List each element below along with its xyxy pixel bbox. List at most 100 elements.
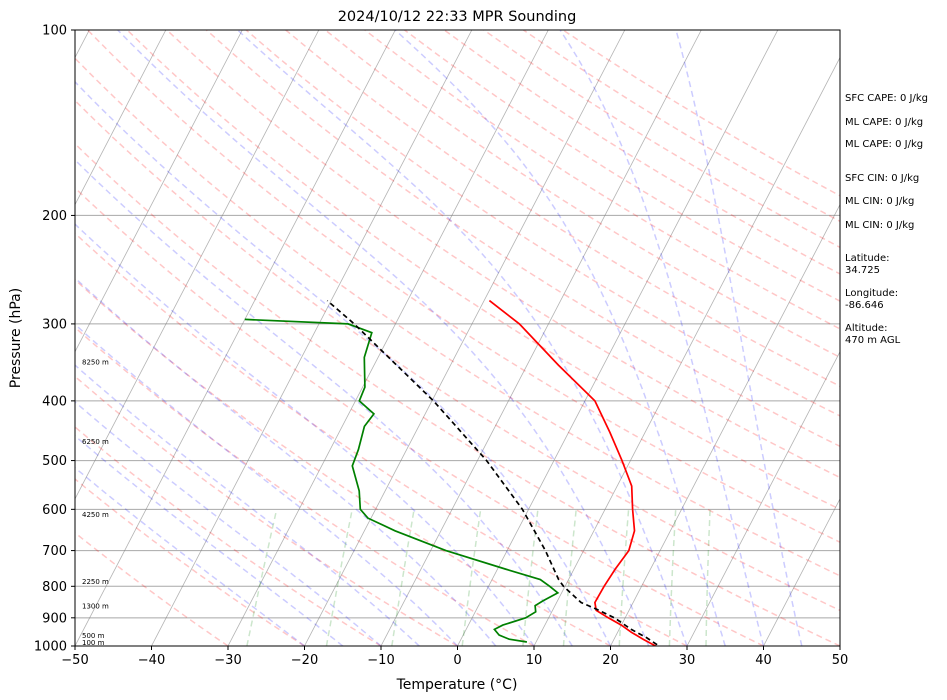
dry-adiabat <box>245 30 840 417</box>
x-axis-label: Temperature (°C) <box>396 677 518 693</box>
dry-adiabat <box>75 375 458 646</box>
isotherm <box>533 56 840 646</box>
moist-adiabat <box>75 323 459 646</box>
mixing-ratio-line <box>668 509 677 646</box>
background-lines <box>75 30 840 646</box>
mixing-ratio-line <box>325 509 353 646</box>
height-label: 4250 m <box>82 511 109 519</box>
dry-adiabat <box>75 531 229 646</box>
y-tick-label: 100 <box>42 24 67 39</box>
x-axis-ticks: −50 −40 −30 −20 −10 0 10 20 30 40 50 <box>61 646 848 668</box>
mixing-ratio-line <box>705 509 711 646</box>
profile-lines <box>244 299 658 646</box>
dry-adiabat <box>364 30 840 330</box>
y-tick-label: 600 <box>42 503 67 518</box>
x-tick-label: 40 <box>755 653 772 668</box>
height-label: 100 m <box>82 639 105 647</box>
isotherm <box>75 30 320 500</box>
moist-adiabat <box>75 276 497 646</box>
height-label: 6250 m <box>82 438 109 446</box>
longitude-text: Longitude: -86.646 <box>845 288 899 311</box>
dry-adiabat <box>75 232 688 646</box>
y-tick-label: 400 <box>42 394 67 409</box>
isotherm <box>75 30 396 646</box>
dry-adiabat <box>75 186 764 646</box>
height-label: 500 m <box>82 632 105 640</box>
moist-adiabat <box>75 158 573 646</box>
y-tick-label: 900 <box>42 611 67 626</box>
dry-adiabat <box>205 30 840 448</box>
isotherm <box>75 30 243 353</box>
dry-adiabat <box>75 278 611 646</box>
parcel-profile <box>326 299 658 646</box>
y-tick-label: 300 <box>42 317 67 332</box>
height-label: 1300 m <box>82 603 109 611</box>
isotherm <box>380 30 702 646</box>
dry-adiabat <box>75 99 840 612</box>
isotherm <box>227 30 549 646</box>
x-tick-label: 0 <box>453 653 461 668</box>
moist-adiabat <box>675 30 803 646</box>
x-tick-label: −30 <box>214 653 241 668</box>
dry-adiabat <box>75 478 305 646</box>
moist-adiabat <box>75 466 305 646</box>
x-tick-label: 50 <box>832 653 849 668</box>
x-tick-label: 10 <box>526 653 543 668</box>
dry-adiabat <box>75 326 535 646</box>
dewpoint-profile <box>244 318 560 643</box>
y-tick-label: 500 <box>42 454 67 469</box>
temperature-profile <box>488 299 657 646</box>
height-label: 2250 m <box>82 578 109 586</box>
moist-adiabat <box>237 30 688 646</box>
sfc-cape-text: SFC CAPE: 0 J/kg <box>845 93 928 104</box>
y-axis-label: Pressure (hPa) <box>8 288 24 388</box>
moist-adiabat <box>117 30 650 646</box>
x-tick-label: −20 <box>291 653 318 668</box>
y-tick-label: 200 <box>42 209 67 224</box>
ml-cape-text-2: ML CAPE: 0 J/kg <box>845 139 924 150</box>
dry-adiabat <box>166 30 840 479</box>
moist-adiabat <box>75 80 612 646</box>
isotherm <box>151 30 473 646</box>
x-tick-label: −10 <box>367 653 394 668</box>
x-tick-label: −50 <box>61 653 88 668</box>
sfc-cin-text: SFC CIN: 0 J/kg <box>845 173 920 184</box>
latitude-text: Latitude: 34.725 <box>845 253 890 276</box>
altitude-text: Altitude: 470 m AGL <box>845 323 901 346</box>
isotherm <box>610 203 840 646</box>
height-label: 8250 m <box>82 358 109 366</box>
x-tick-label: −40 <box>138 653 165 668</box>
x-tick-label: 30 <box>679 653 696 668</box>
dry-adiabat <box>75 142 840 646</box>
isotherm <box>304 30 626 646</box>
dry-adiabat <box>75 426 382 646</box>
y-tick-label: 800 <box>42 580 67 595</box>
dry-adiabat <box>75 57 840 577</box>
chart-title: 2024/10/12 22:33 MPR Sounding <box>338 9 577 25</box>
moist-adiabat <box>75 434 344 646</box>
x-tick-label: 20 <box>602 653 619 668</box>
dry-adiabat <box>126 30 840 511</box>
isotherm <box>457 30 779 646</box>
moist-adiabat <box>394 30 727 646</box>
mixing-ratio-line <box>461 509 482 646</box>
isotherm <box>75 30 167 206</box>
moist-adiabat <box>75 364 420 646</box>
y-axis-ticks: 1000 900 800 700 600 500 400 300 200 100 <box>34 24 75 655</box>
ml-cape-text-1: ML CAPE: 0 J/kg <box>845 117 924 128</box>
isotherm <box>763 498 840 646</box>
y-tick-label: 700 <box>42 544 67 559</box>
moist-adiabat <box>559 30 765 646</box>
ml-cin-text-2: ML CIN: 0 J/kg <box>845 220 915 231</box>
dry-adiabat <box>324 30 840 359</box>
moist-adiabat <box>75 223 535 646</box>
mixing-ratio-line <box>246 509 278 646</box>
mixing-ratio-line <box>391 509 415 646</box>
dry-adiabat <box>87 30 840 544</box>
ml-cin-text-1: ML CIN: 0 J/kg <box>845 196 915 207</box>
mixing-ratio-line <box>522 509 539 646</box>
y-tick-label: 1000 <box>34 640 67 655</box>
isotherm <box>686 350 840 646</box>
